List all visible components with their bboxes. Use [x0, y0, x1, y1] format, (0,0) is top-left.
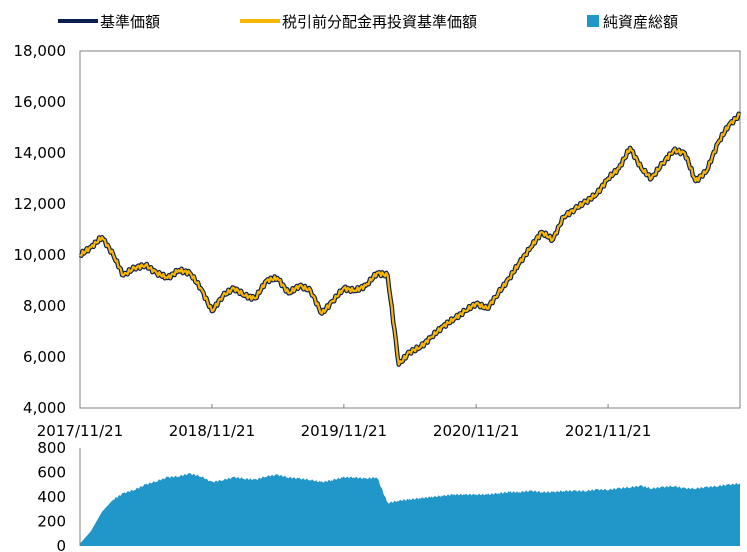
net-assets-y-tick-label: 600 — [37, 464, 66, 482]
net-assets-y-tick-label: 200 — [37, 513, 66, 531]
net-assets-series — [80, 473, 740, 546]
legend-label-reinvested: 税引前分配金再投資基準価額 — [282, 13, 477, 31]
legend-label-nav: 基準価額 — [100, 13, 160, 31]
series-line-reinvested — [79, 112, 741, 366]
legend: 基準価額 税引前分配金再投資基準価額 純資産総額 — [58, 13, 678, 31]
price-y-axis: 4,000 6,000 8,000 10,000 12,000 14,000 16,000 1… — [14, 42, 67, 417]
series-area-net-assets — [80, 473, 740, 546]
price-y-tick-label: 8,000 — [23, 297, 66, 315]
legend-item-nav[interactable]: 基準価額 — [58, 13, 160, 31]
price-y-tick-label: 14,000 — [14, 144, 67, 162]
price-plot-frame — [79, 50, 741, 409]
legend-item-reinvested[interactable]: 税引前分配金再投資基準価額 — [240, 13, 477, 31]
price-y-tick-label: 16,000 — [14, 93, 67, 111]
price-x-tick-label: 2021/11/21 — [565, 422, 651, 440]
net-assets-y-tick-label: 400 — [37, 488, 66, 506]
price-y-tick-label: 18,000 — [14, 42, 67, 60]
price-y-tick-label: 12,000 — [14, 195, 67, 213]
net-assets-y-axis: 0 200 400 600 800 — [37, 439, 66, 552]
price-chart: 4,000 6,000 8,000 10,000 12,000 14,000 16,000 1… — [14, 42, 742, 440]
price-x-tick-label: 2017/11/21 — [37, 422, 123, 440]
price-x-tick-label: 2018/11/21 — [169, 422, 255, 440]
price-x-axis: 2017/11/21 2018/11/21 2019/11/21 2020/11/21… — [37, 404, 651, 440]
price-y-tick-label: 10,000 — [14, 246, 67, 264]
price-y-tick-label: 4,000 — [23, 399, 66, 417]
net-assets-y-tick-label: 800 — [37, 439, 66, 457]
net-assets-chart: 0 200 400 600 800 — [37, 439, 740, 552]
price-x-tick-label: 2019/11/21 — [301, 422, 387, 440]
price-y-tick-label: 6,000 — [23, 348, 66, 366]
price-x-tick-label: 2020/11/21 — [433, 422, 519, 440]
net-assets-y-tick-label: 0 — [56, 537, 66, 552]
legend-label-net-assets: 純資産総額 — [603, 13, 678, 31]
legend-item-net-assets[interactable]: 純資産総額 — [587, 13, 678, 31]
legend-square-net-assets — [587, 15, 599, 27]
price-series — [78, 111, 742, 367]
series-line-nav — [78, 111, 742, 367]
